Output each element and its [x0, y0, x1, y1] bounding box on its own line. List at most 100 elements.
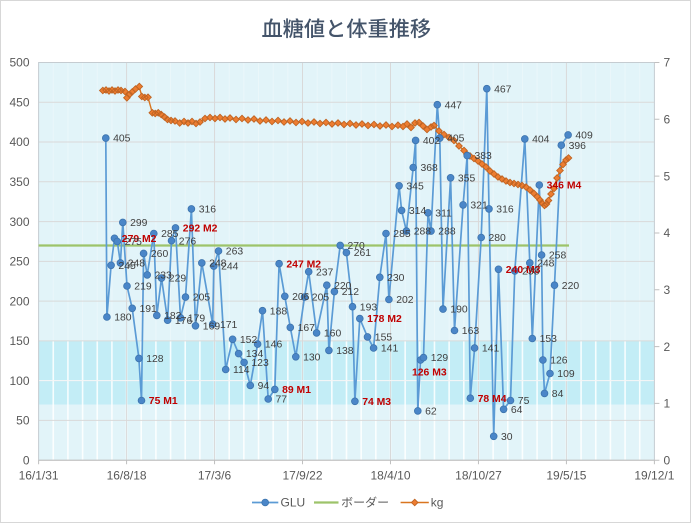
svg-text:126: 126 [550, 356, 568, 367]
svg-text:138: 138 [336, 346, 354, 357]
svg-text:114: 114 [233, 365, 250, 376]
svg-text:169: 169 [203, 321, 221, 332]
svg-text:94: 94 [258, 381, 270, 392]
svg-text:100: 100 [9, 374, 29, 388]
svg-text:18/10/27: 18/10/27 [455, 469, 502, 483]
svg-text:350: 350 [9, 175, 29, 189]
svg-text:206: 206 [292, 292, 310, 303]
svg-text:6: 6 [664, 113, 671, 127]
svg-text:188: 188 [270, 306, 288, 317]
svg-text:16/1/31: 16/1/31 [19, 469, 59, 483]
svg-text:18/4/10: 18/4/10 [370, 469, 410, 483]
svg-text:78 M4: 78 M4 [478, 394, 507, 405]
svg-text:405: 405 [113, 134, 131, 145]
svg-text:261: 261 [354, 248, 372, 259]
svg-text:258: 258 [549, 251, 567, 262]
svg-text:1: 1 [664, 397, 671, 411]
svg-text:409: 409 [575, 131, 593, 142]
svg-text:321: 321 [470, 201, 488, 212]
svg-text:450: 450 [9, 96, 29, 110]
svg-text:248: 248 [209, 259, 227, 270]
svg-text:355: 355 [458, 173, 476, 184]
svg-text:248: 248 [128, 259, 146, 270]
svg-text:146: 146 [265, 340, 283, 351]
svg-text:292 M2: 292 M2 [183, 224, 218, 235]
svg-text:155: 155 [375, 333, 393, 344]
svg-text:89 M1: 89 M1 [282, 385, 311, 396]
svg-text:17/9/22: 17/9/22 [282, 469, 322, 483]
svg-text:17/3/6: 17/3/6 [198, 469, 232, 483]
svg-text:244: 244 [221, 262, 239, 273]
svg-text:250: 250 [9, 255, 29, 269]
svg-text:126 M3: 126 M3 [412, 368, 447, 379]
svg-text:64: 64 [511, 405, 523, 416]
svg-text:128: 128 [146, 354, 164, 365]
svg-text:229: 229 [169, 274, 187, 285]
svg-text:182: 182 [164, 311, 182, 322]
svg-text:300: 300 [9, 215, 29, 229]
svg-text:248: 248 [537, 259, 555, 270]
svg-text:130: 130 [303, 352, 321, 363]
svg-text:316: 316 [496, 205, 514, 216]
svg-text:240 M3: 240 M3 [506, 265, 541, 276]
svg-text:150: 150 [9, 334, 29, 348]
svg-text:141: 141 [381, 344, 399, 355]
svg-text:219: 219 [134, 282, 152, 293]
svg-text:467: 467 [494, 84, 512, 95]
svg-text:279 M2: 279 M2 [122, 234, 157, 245]
svg-text:141: 141 [482, 344, 500, 355]
svg-text:0: 0 [23, 453, 30, 467]
svg-text:237: 237 [316, 267, 334, 278]
svg-text:396: 396 [569, 141, 587, 152]
svg-text:311: 311 [435, 208, 452, 219]
svg-text:400: 400 [9, 135, 29, 149]
svg-text:299: 299 [130, 218, 148, 229]
svg-text:167: 167 [298, 323, 316, 334]
svg-text:280: 280 [489, 233, 507, 244]
svg-text:84: 84 [552, 389, 564, 400]
svg-text:123: 123 [251, 358, 269, 369]
svg-text:180: 180 [114, 313, 132, 324]
svg-text:202: 202 [396, 295, 414, 306]
svg-text:75: 75 [518, 396, 530, 407]
svg-text:GLU: GLU [281, 496, 306, 510]
svg-text:285: 285 [161, 229, 179, 240]
svg-text:247 M2: 247 M2 [286, 259, 321, 270]
svg-text:288: 288 [438, 227, 456, 238]
svg-text:220: 220 [334, 281, 352, 292]
svg-text:171: 171 [220, 320, 238, 331]
svg-text:5: 5 [664, 169, 671, 183]
svg-text:77: 77 [276, 395, 288, 406]
svg-text:193: 193 [360, 302, 378, 313]
svg-text:109: 109 [557, 369, 575, 380]
svg-text:238: 238 [522, 267, 540, 278]
svg-text:402: 402 [423, 136, 441, 147]
svg-text:3: 3 [664, 283, 671, 297]
svg-text:316: 316 [199, 205, 217, 216]
svg-text:50: 50 [16, 414, 30, 428]
svg-text:205: 205 [193, 293, 211, 304]
svg-text:276: 276 [179, 236, 197, 247]
svg-text:346 M4: 346 M4 [547, 181, 582, 192]
svg-text:447: 447 [445, 100, 463, 111]
svg-text:500: 500 [9, 56, 29, 70]
svg-text:75 M1: 75 M1 [149, 396, 178, 407]
svg-text:314: 314 [409, 206, 427, 217]
svg-text:134: 134 [246, 349, 264, 360]
svg-text:2: 2 [664, 340, 671, 354]
svg-text:4: 4 [664, 226, 671, 240]
svg-text:200: 200 [9, 294, 29, 308]
svg-text:404: 404 [532, 135, 550, 146]
svg-text:152: 152 [240, 335, 258, 346]
svg-text:368: 368 [421, 163, 439, 174]
svg-text:245: 245 [118, 261, 136, 272]
svg-text:288: 288 [414, 227, 432, 238]
svg-text:62: 62 [425, 407, 437, 418]
svg-text:176: 176 [175, 316, 193, 327]
svg-text:178 M2: 178 M2 [367, 314, 402, 325]
svg-text:kg: kg [431, 496, 444, 510]
svg-text:19/5/15: 19/5/15 [546, 469, 586, 483]
svg-text:30: 30 [501, 432, 513, 443]
svg-text:163: 163 [462, 326, 480, 337]
svg-text:270: 270 [348, 241, 366, 252]
